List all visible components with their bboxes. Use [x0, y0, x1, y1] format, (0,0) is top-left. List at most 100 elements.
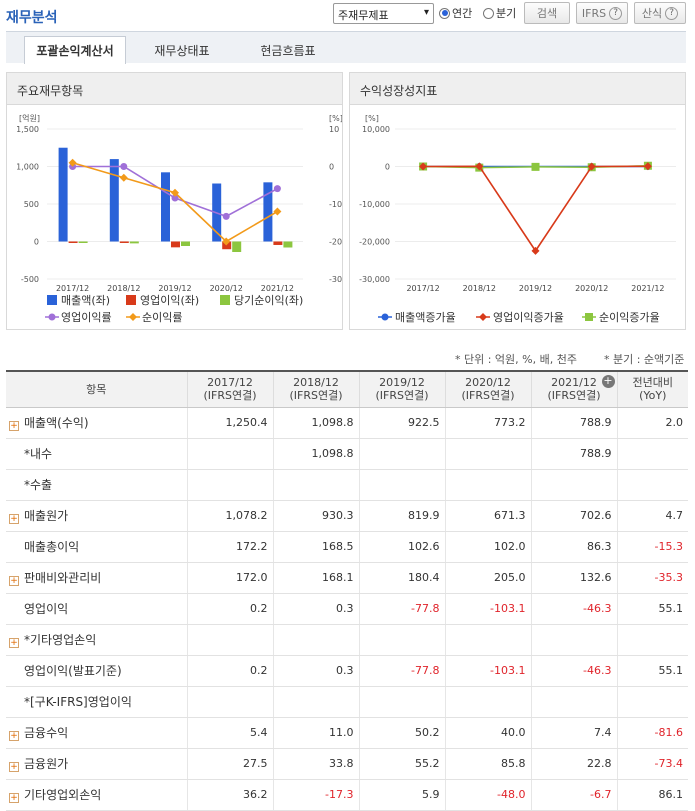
expand-row-icon[interactable]: +	[9, 793, 19, 803]
radio-quarter[interactable]: 분기	[483, 5, 516, 21]
table-cell: 922.5	[359, 407, 445, 438]
line-point	[120, 163, 127, 170]
help-icon: ?	[665, 7, 678, 20]
x-tick-label: 2019/12	[519, 284, 552, 293]
expand-row-icon[interactable]: +	[9, 576, 19, 586]
table-cell: 86.3	[531, 531, 617, 562]
table-cell: 1,078.2	[187, 500, 273, 531]
main-items-title: 주요재무항목	[7, 73, 342, 105]
table-cell: 86.1	[617, 779, 688, 810]
expand-row-icon[interactable]: +	[9, 638, 19, 648]
page-title: 재무분석	[6, 7, 58, 27]
table-cell	[187, 469, 273, 500]
table-cell: 2.0	[617, 407, 688, 438]
help-icon: ?	[609, 7, 622, 20]
bar	[120, 241, 129, 243]
bar	[161, 172, 170, 241]
bar	[79, 242, 88, 244]
ifrs-button[interactable]: IFRS?	[576, 2, 628, 24]
tab-balance-sheet[interactable]: 재무상태표	[132, 36, 232, 64]
table-cell: -46.3	[531, 655, 617, 686]
row-label-text: *내수	[24, 447, 52, 461]
expand-columns-icon[interactable]: +	[602, 375, 615, 388]
expand-row-icon[interactable]: +	[9, 762, 19, 772]
bar	[110, 159, 119, 241]
select-value: 주재무제표	[338, 9, 389, 22]
row-label-text: 매출총이익	[24, 540, 79, 554]
expand-row-icon[interactable]: +	[9, 731, 19, 741]
col-header-2020: 2020/12(IFRS연결)	[445, 371, 531, 407]
y-tick-label: -500	[21, 275, 39, 284]
x-tick-label: 2017/12	[56, 284, 89, 293]
y-tick-label: 500	[24, 200, 39, 209]
table-cell: -77.8	[359, 593, 445, 624]
table-cell	[445, 469, 531, 500]
search-button[interactable]: 검색	[524, 2, 570, 24]
table-cell: 5.9	[359, 779, 445, 810]
formula-button[interactable]: 산식?	[634, 2, 686, 24]
legend-label: 매출액(좌)	[61, 294, 110, 307]
expand-row-icon[interactable]: +	[9, 421, 19, 431]
table-cell	[531, 686, 617, 717]
table-cell: 36.2	[187, 779, 273, 810]
table-cell: 102.6	[359, 531, 445, 562]
row-label: + 매출원가	[6, 500, 187, 531]
legend-marker	[49, 314, 56, 321]
table-row[interactable]: +*기타영업손익	[6, 624, 688, 655]
col-header-2021: 2021/12(IFRS연결)+	[531, 371, 617, 407]
expand-row-icon[interactable]: +	[9, 514, 19, 524]
row-label: +*기타영업손익	[6, 624, 187, 655]
legend-label: 순이익증가율	[599, 311, 660, 324]
table-cell: 0.3	[273, 593, 359, 624]
legend-label: 영업이익증가율	[493, 311, 564, 324]
table-cell: 773.2	[445, 407, 531, 438]
table-cell	[445, 438, 531, 469]
row-label-text: 금융수익	[24, 726, 68, 740]
table-cell: 102.0	[445, 531, 531, 562]
table-cell: -73.4	[617, 748, 688, 779]
table-header-row: 항목 2017/12(IFRS연결) 2018/12(IFRS연결) 2019/…	[6, 371, 688, 407]
line-point	[223, 213, 230, 220]
y2-tick-label: 0	[329, 163, 334, 172]
table-cell: 788.9	[531, 407, 617, 438]
tab-cash-flow[interactable]: 현금흐름표	[238, 36, 338, 64]
radio-annual[interactable]: 연간	[439, 5, 472, 21]
quarter-note: * 분기 : 순액기준	[604, 351, 684, 367]
table-cell: 930.3	[273, 500, 359, 531]
x-tick-label: 2021/12	[631, 284, 664, 293]
table-cell: 7.4	[531, 717, 617, 748]
table-cell: 55.1	[617, 655, 688, 686]
col-header-yoy: 전년대비(YoY)	[617, 371, 688, 407]
table-cell: 55.1	[617, 593, 688, 624]
line-point	[532, 163, 540, 171]
legend-swatch	[220, 295, 230, 305]
statement-type-select[interactable]: 주재무제표 ▾	[333, 3, 434, 24]
table-row: *수출	[6, 469, 688, 500]
table-cell: 1,250.4	[187, 407, 273, 438]
table-cell: 11.0	[273, 717, 359, 748]
table-cell: 0.2	[187, 593, 273, 624]
table-cell: 172.0	[187, 562, 273, 593]
y2-tick-label: -20	[329, 238, 342, 247]
row-label: *수출	[6, 469, 187, 500]
table-cell	[359, 686, 445, 717]
table-cell: -46.3	[531, 593, 617, 624]
row-label-text: *[구K-IFRS]영업이익	[24, 695, 132, 709]
table-cell: 85.8	[445, 748, 531, 779]
row-label: +매출액(수익)	[6, 407, 187, 438]
y-tick-label: 0	[34, 238, 39, 247]
unit-note: * 단위 : 억원, %, 배, 천주	[455, 351, 577, 367]
table-cell: -103.1	[445, 593, 531, 624]
tab-income-statement[interactable]: 포괄손익계산서	[24, 36, 126, 64]
table-row: *[구K-IFRS]영업이익	[6, 686, 688, 717]
row-label-text: 매출원가	[24, 509, 68, 523]
